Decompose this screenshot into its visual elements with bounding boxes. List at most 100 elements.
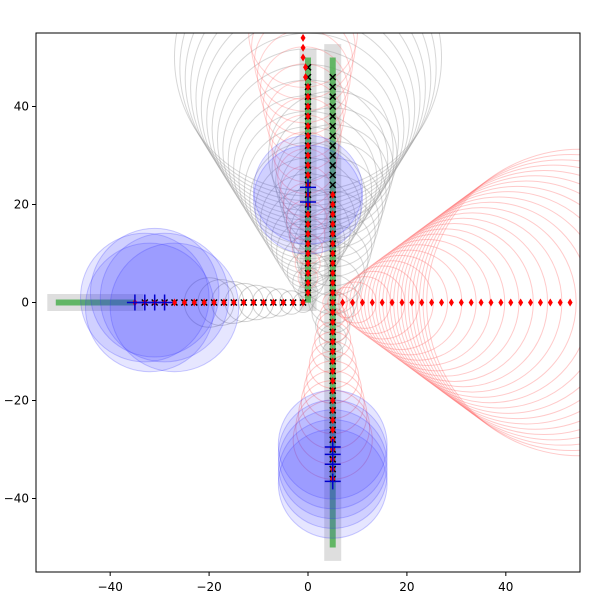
diamond-marker [330,288,336,297]
y-tick-label: 0 [21,296,29,310]
diamond-marker [330,298,336,307]
y-axis-ticks: −40 −20 0 20 40 [4,100,36,506]
diamond-marker [303,63,309,72]
diamond-marker [290,298,296,307]
diamond-marker [171,298,177,307]
x-tick-label: −20 [196,580,221,594]
diamond-marker [303,73,309,82]
diamond-marker [305,131,311,140]
diamond-marker [478,298,484,307]
diamond-marker [498,298,504,307]
diamond-marker [305,161,311,170]
y-tick-label: −20 [4,394,29,408]
diamond-marker [399,298,405,307]
diamond-marker [251,298,257,307]
blue-disk [109,242,240,373]
diamond-marker [330,259,336,268]
plus-marker [300,194,316,211]
diamond-marker [300,33,306,42]
x-marker [329,93,337,101]
x-marker [329,112,337,120]
diamond-marker [330,190,336,199]
series-diamond [132,33,573,483]
plus-marker [324,456,341,473]
diamond-marker [305,171,311,180]
x-tick-label: 40 [498,580,513,594]
data-layer [47,33,580,561]
diamond-marker [330,406,336,415]
diamond-marker [330,318,336,327]
diamond-marker [305,239,311,248]
red-cone-right-circle [404,180,580,425]
diamond-marker [330,210,336,219]
diamond-marker [231,298,237,307]
diamond-marker [305,82,311,91]
x-axis-ticks: −40 −20 0 20 40 [98,572,513,594]
diamond-marker [458,298,464,307]
diamond-marker [518,298,524,307]
diamond-marker [330,337,336,346]
diamond-marker [350,298,356,307]
diamond-marker [330,249,336,258]
diamond-marker [409,298,415,307]
diamond-marker [305,229,311,238]
diamond-marker [305,269,311,278]
y-tick-label: 40 [14,100,29,114]
x-tick-label: −40 [98,580,123,594]
diamond-marker [567,298,573,307]
diamond-marker [330,269,336,278]
plus-marker [300,179,316,196]
diamond-marker [330,386,336,395]
diamond-marker [547,298,553,307]
diamond-marker [330,229,336,238]
blue-disk [84,242,215,373]
diamond-marker [305,151,311,160]
y-tick-label: 20 [14,198,29,212]
diamond-marker [181,298,187,307]
diamond-marker [379,298,385,307]
x-marker [329,73,337,81]
x-tick-label: 20 [399,580,414,594]
diamond-marker [260,298,266,307]
x-marker [329,161,337,169]
x-marker [329,122,337,130]
diamond-marker [330,425,336,434]
red-cone-right-circle [345,265,420,340]
diamond-marker [488,298,494,307]
diamond-marker [330,327,336,336]
diamond-marker [537,298,543,307]
x-marker [329,132,337,140]
red-cone-up-circle [262,63,347,147]
diamond-marker [330,376,336,385]
diamond-marker [359,298,365,307]
diamond-marker [508,298,514,307]
diamond-marker [419,298,425,307]
diamond-marker [305,249,311,258]
diamond-marker [211,298,217,307]
diamond-marker [305,288,311,297]
red-cone-right-circle [407,175,580,430]
diamond-marker [369,298,375,307]
red-cone-right-circle [367,233,506,372]
red-cone-up-circle [253,33,354,112]
y-tick-label: −40 [4,492,29,506]
x-marker [329,83,337,91]
diamond-marker [221,298,227,307]
diamond-marker [330,308,336,317]
red-cone-right-circle [426,148,580,457]
diamond-marker [429,298,435,307]
x-marker [329,181,337,189]
plus-marker [324,473,341,490]
diamond-marker [330,357,336,366]
diamond-marker [305,122,311,131]
diamond-marker [305,278,311,287]
diamond-marker [557,298,563,307]
diamond-marker [340,298,346,307]
diamond-marker [305,210,311,219]
diamond-marker [330,278,336,287]
diamond-marker [439,298,445,307]
plus-marker [156,294,173,311]
red-cone-up-circle [251,33,356,100]
red-cone-up-circle [256,33,351,124]
